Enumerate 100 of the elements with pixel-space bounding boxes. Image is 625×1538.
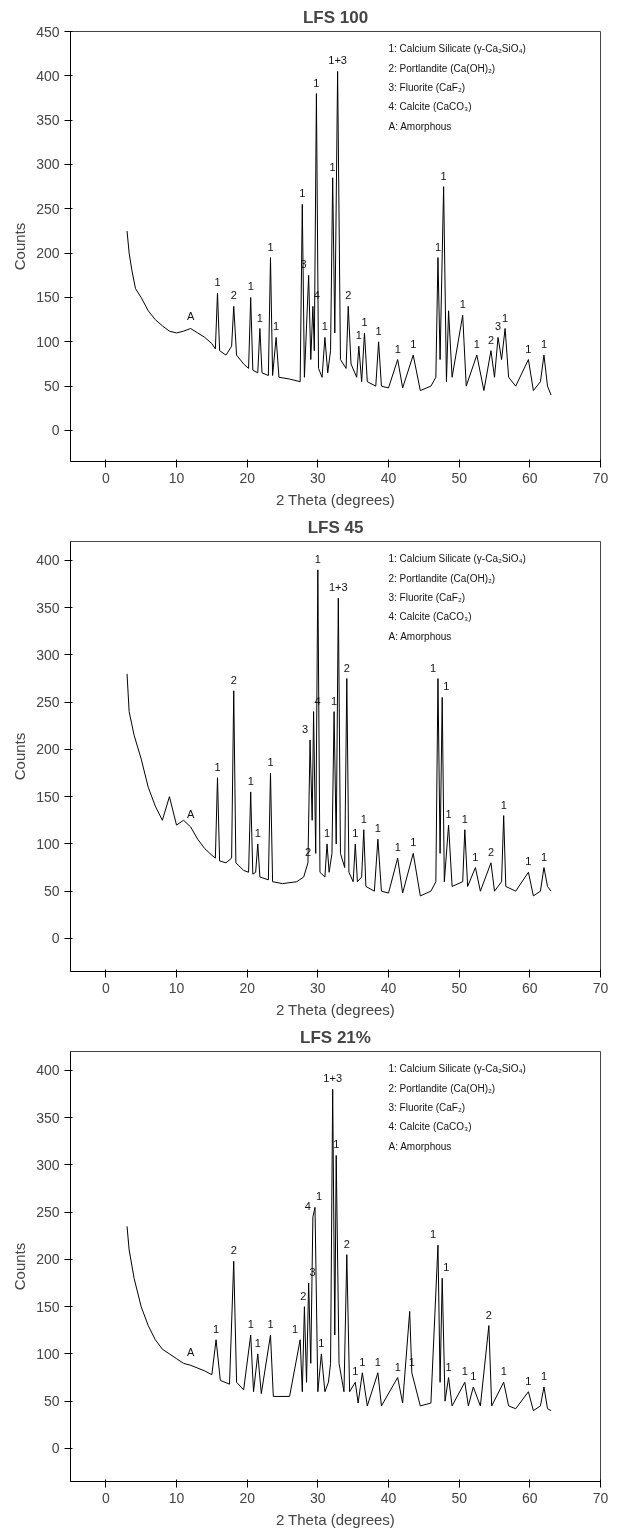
annotation: 1 (443, 680, 450, 693)
y-tick-label: 150 (36, 788, 60, 805)
annotation: 1: Calcium Silicate (γ-Ca₂SiO₄) (388, 553, 526, 565)
y-tick-label: 0 (51, 1440, 60, 1457)
annotation: 1 (318, 1336, 325, 1349)
annotation: 1 (525, 1374, 532, 1387)
y-tick-label: 50 (43, 883, 60, 900)
annotation: 2 (487, 845, 495, 858)
annotation: 2 (230, 1244, 237, 1257)
x-tick-label: 30 (310, 979, 326, 996)
annotation: 1 (502, 311, 509, 324)
y-tick-label: 350 (36, 599, 60, 616)
annotation: 1 (333, 1138, 340, 1151)
annotation: 1 (329, 160, 336, 173)
annotation: 1 (299, 187, 306, 200)
y-tick-label: 50 (43, 378, 60, 395)
y-tick-label: 0 (51, 422, 60, 439)
annotation: 1 (321, 320, 328, 333)
annotation: 1 (443, 1261, 450, 1274)
y-tick-label: 200 (36, 1251, 60, 1268)
y-axis-title: Counts (11, 1242, 29, 1291)
annotation: 1+3 (323, 1072, 343, 1085)
annotation: 1+3 (328, 54, 347, 67)
y-tick-label: 300 (36, 156, 60, 173)
y-tick-label: 50 (43, 1393, 60, 1410)
x-tick-label: 20 (239, 979, 256, 996)
annotation: 1 (267, 240, 274, 253)
annotation: 3 (300, 258, 307, 271)
y-tick-label: 450 (36, 23, 60, 40)
annotation: 4: Calcite (CaCO₃) (388, 611, 472, 623)
annotation: 3 (309, 1266, 316, 1279)
annotation: 1 (352, 1365, 359, 1378)
annotation: 2: Portlandite (Ca(OH)₂) (388, 572, 496, 584)
annotation: 2 (230, 673, 237, 686)
annotation: 1 (273, 320, 280, 333)
annotation: 1 (254, 826, 261, 839)
annotation: A (186, 807, 195, 820)
annotation: 1 (500, 1365, 507, 1378)
chart-title: LFS 100 (302, 7, 369, 27)
y-tick-label: 200 (36, 741, 60, 758)
annotation: 1 (359, 1355, 366, 1368)
x-tick-label: 70 (592, 469, 609, 486)
annotation: 1 (429, 661, 437, 674)
annotation: 4 (313, 289, 320, 302)
annotation: 1 (213, 1322, 220, 1335)
y-tick-label: 150 (36, 1298, 60, 1315)
y-tick-label: 100 (36, 1345, 60, 1362)
annotation: 1 (472, 850, 479, 863)
annotation: 2: Portlandite (Ca(OH)₂) (388, 62, 496, 74)
annotation: 1 (394, 342, 401, 355)
annotation: 1 (360, 812, 367, 825)
y-tick-label: 200 (36, 245, 60, 262)
annotation: 1 (525, 855, 532, 868)
annotation: 2 (485, 1308, 492, 1321)
annotation: 1: Calcium Silicate (γ-Ca₂SiO₄) (388, 43, 526, 55)
annotation: 1 (361, 315, 368, 328)
annotation: 1 (355, 329, 362, 342)
y-tick-label: 100 (36, 333, 60, 350)
y-tick-label: 350 (36, 112, 60, 129)
x-tick-label: 10 (168, 469, 185, 486)
x-tick-label: 50 (451, 1489, 468, 1506)
annotation: A: Amorphous (388, 1140, 452, 1152)
x-tick-label: 40 (380, 469, 397, 486)
x-tick-label: 70 (592, 1489, 609, 1506)
annotation: 1 (459, 298, 466, 311)
annotation: 1 (440, 169, 447, 182)
x-tick-label: 20 (239, 469, 256, 486)
annotation: 1 (525, 342, 532, 355)
y-tick-label: 250 (36, 1204, 60, 1221)
annotation: A (186, 1346, 195, 1359)
annotation: 1 (374, 1355, 381, 1368)
x-tick-label: 30 (310, 469, 326, 486)
annotation: 1 (247, 774, 254, 787)
annotation: 4 (304, 1199, 311, 1212)
annotation: 1 (315, 1190, 323, 1203)
annotation: 1 (473, 338, 480, 351)
annotation: 2 (343, 1237, 350, 1250)
annotation: 1 (247, 280, 254, 293)
annotation: 1 (247, 1318, 254, 1331)
annotation: 1 (374, 822, 381, 835)
annotation: 1 (292, 1322, 299, 1335)
y-tick-label: 300 (36, 1156, 60, 1173)
x-tick-label: 0 (101, 469, 110, 486)
annotation: 3: Fluorite (CaF₂) (388, 1101, 466, 1113)
annotation: 1: Calcium Silicate (γ-Ca₂SiO₄) (388, 1063, 526, 1075)
x-tick-label: 0 (101, 1489, 110, 1506)
annotation: 2 (487, 333, 495, 346)
x-tick-label: 50 (451, 979, 468, 996)
annotation: 1 (267, 756, 274, 769)
annotation: A (186, 309, 195, 322)
x-tick-label: 70 (592, 979, 609, 996)
annotation: 2: Portlandite (Ca(OH)₂) (388, 1082, 496, 1094)
annotation: 1 (214, 760, 221, 773)
annotation: 1 (540, 1369, 548, 1382)
annotation: 1 (313, 76, 320, 89)
annotation: 1 (461, 812, 468, 825)
annotation: 4: Calcite (CaCO₃) (388, 1121, 472, 1133)
x-tick-label: 30 (310, 1489, 326, 1506)
x-tick-label: 0 (101, 979, 110, 996)
annotation: 1 (434, 240, 442, 253)
